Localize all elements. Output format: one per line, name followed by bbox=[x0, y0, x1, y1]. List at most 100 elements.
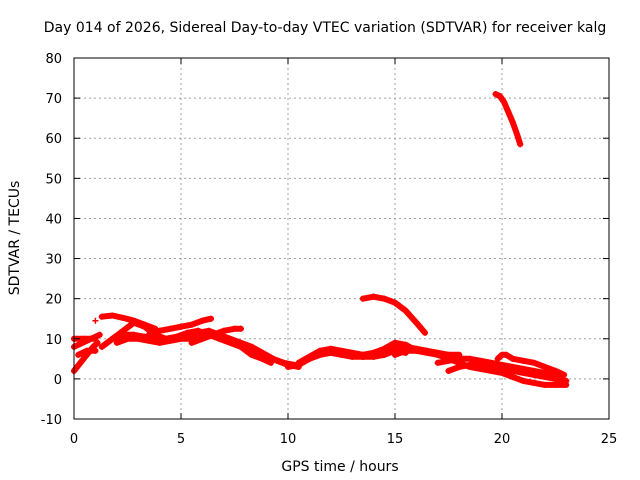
data-point bbox=[381, 295, 388, 302]
series-arc-10 bbox=[145, 315, 214, 338]
y-axis-label: SDTVAR / TECUs bbox=[7, 181, 23, 296]
x-tick-label: 5 bbox=[177, 432, 185, 447]
data-point bbox=[517, 141, 524, 148]
data-point bbox=[135, 335, 142, 342]
data-point bbox=[541, 363, 548, 370]
data-point bbox=[381, 345, 388, 352]
y-tick-label: 0 bbox=[54, 373, 62, 388]
y-tick-label: 30 bbox=[45, 253, 62, 268]
data-point bbox=[520, 369, 527, 376]
data-point bbox=[541, 373, 548, 380]
data-point bbox=[220, 335, 227, 342]
data-point bbox=[496, 93, 503, 100]
series-arc-15 bbox=[359, 293, 428, 336]
data-point bbox=[531, 379, 538, 386]
data-point bbox=[167, 337, 174, 344]
series-arc-17 bbox=[434, 355, 565, 380]
data-point bbox=[434, 359, 441, 366]
data-point bbox=[231, 325, 238, 332]
data-point bbox=[531, 371, 538, 378]
data-point bbox=[145, 337, 152, 344]
data-point bbox=[402, 347, 409, 354]
data-point bbox=[178, 323, 184, 330]
data-point bbox=[492, 91, 499, 98]
data-point bbox=[327, 349, 334, 356]
data-point bbox=[509, 119, 516, 126]
data-point bbox=[370, 293, 377, 300]
data-point bbox=[210, 331, 217, 338]
data-point bbox=[248, 351, 255, 358]
data-point bbox=[338, 351, 345, 358]
data-point bbox=[561, 371, 568, 378]
data-point bbox=[188, 339, 195, 346]
data-point bbox=[392, 339, 398, 346]
data-point bbox=[274, 357, 281, 364]
series-arc-19 bbox=[494, 351, 568, 378]
data-point bbox=[188, 321, 195, 328]
x-tick-labels: 0 5 10 15 20 25 bbox=[70, 432, 617, 447]
data-point bbox=[499, 365, 505, 372]
data-point bbox=[421, 329, 428, 336]
data-point bbox=[359, 295, 366, 302]
data-point bbox=[501, 99, 508, 106]
data-point bbox=[156, 339, 163, 346]
data-point bbox=[98, 313, 105, 320]
series-arc-5 bbox=[92, 317, 99, 324]
x-tick-label: 20 bbox=[494, 432, 511, 447]
data-point bbox=[96, 331, 103, 338]
data-point bbox=[445, 367, 452, 374]
data-point bbox=[263, 353, 270, 360]
data-point bbox=[75, 351, 82, 358]
data-point bbox=[563, 377, 570, 384]
data-point bbox=[552, 381, 559, 388]
data-point bbox=[456, 363, 463, 370]
data-point bbox=[130, 317, 137, 324]
data-point bbox=[488, 363, 495, 370]
data-point bbox=[252, 347, 259, 354]
data-point bbox=[242, 343, 249, 350]
data-point bbox=[220, 327, 227, 334]
data-point bbox=[295, 359, 302, 366]
data-point bbox=[231, 339, 238, 346]
plot-points bbox=[71, 91, 570, 388]
data-point bbox=[402, 307, 409, 314]
data-point bbox=[124, 335, 131, 342]
data-point bbox=[509, 355, 516, 362]
data-point bbox=[156, 327, 163, 334]
x-tick-label: 10 bbox=[280, 432, 297, 447]
data-point bbox=[199, 317, 206, 324]
series-band bbox=[306, 347, 409, 362]
data-point bbox=[445, 357, 452, 364]
data-point bbox=[520, 357, 527, 364]
data-point bbox=[531, 359, 538, 366]
data-point bbox=[109, 312, 116, 319]
data-point bbox=[466, 355, 473, 362]
y-tick-label: 20 bbox=[45, 293, 62, 308]
x-tick-label: 25 bbox=[601, 432, 618, 447]
data-point bbox=[413, 347, 420, 354]
series-arc-7 bbox=[98, 312, 159, 332]
data-point bbox=[477, 361, 484, 368]
y-tick-label: -10 bbox=[41, 413, 62, 428]
data-point bbox=[178, 335, 184, 342]
data-point bbox=[207, 315, 214, 322]
data-point bbox=[285, 363, 291, 370]
series-arc-18 bbox=[445, 361, 570, 384]
data-point bbox=[392, 299, 398, 306]
data-point bbox=[98, 343, 105, 350]
data-point bbox=[402, 341, 409, 348]
data-point bbox=[199, 335, 206, 342]
y-tick-label: 10 bbox=[45, 333, 62, 348]
data-point bbox=[83, 347, 90, 354]
data-point bbox=[381, 351, 388, 358]
chart-title: Day 014 of 2026, Sidereal Day-to-day VTE… bbox=[44, 20, 606, 36]
y-tick-label: 50 bbox=[45, 172, 62, 187]
data-point bbox=[509, 373, 516, 380]
data-point bbox=[413, 319, 420, 326]
data-point bbox=[541, 381, 548, 388]
x-tick-label: 15 bbox=[387, 432, 404, 447]
y-tick-label: 60 bbox=[45, 132, 62, 147]
data-point bbox=[81, 335, 88, 342]
series-arc-1 bbox=[71, 339, 101, 374]
data-point bbox=[120, 314, 127, 321]
